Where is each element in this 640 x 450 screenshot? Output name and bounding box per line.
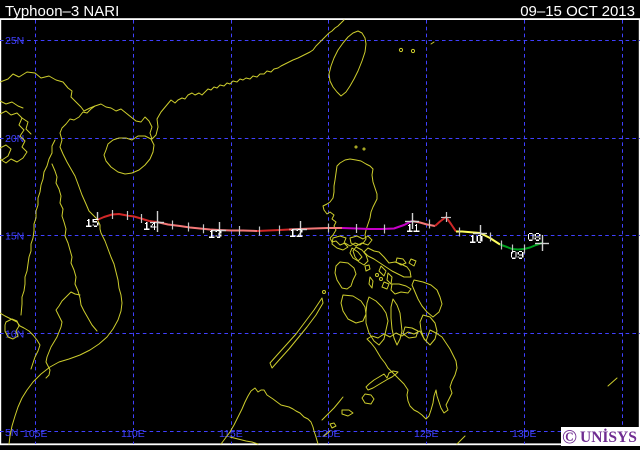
- svg-text:UNİSYS: UNİSYS: [580, 429, 637, 446]
- svg-text:110E: 110E: [121, 428, 145, 440]
- svg-text:120E: 120E: [316, 428, 341, 440]
- svg-text:125E: 125E: [414, 428, 439, 440]
- svg-text:5N: 5N: [5, 427, 18, 439]
- svg-text:©: ©: [562, 427, 577, 449]
- svg-text:25N: 25N: [5, 35, 24, 47]
- svg-text:130E: 130E: [512, 428, 537, 440]
- svg-text:09–15 OCT 2013: 09–15 OCT 2013: [520, 3, 635, 20]
- svg-text:10N: 10N: [5, 329, 24, 341]
- svg-text:105E: 105E: [23, 428, 48, 440]
- svg-text:Typhoon–3 NARI: Typhoon–3 NARI: [5, 3, 119, 20]
- svg-text:15N: 15N: [5, 231, 24, 243]
- svg-text:20N: 20N: [5, 133, 24, 145]
- svg-text:115E: 115E: [219, 428, 243, 440]
